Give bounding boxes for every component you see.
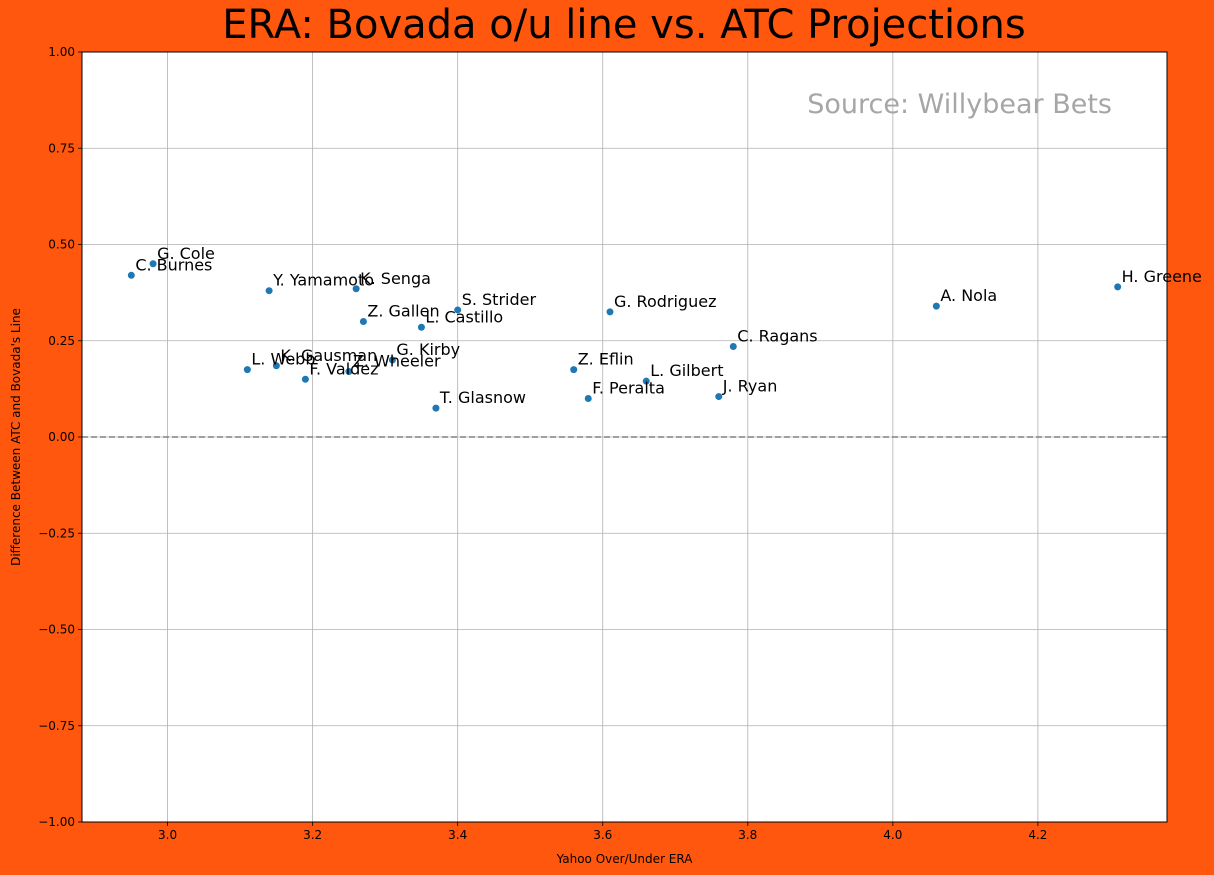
point-label: Z. Wheeler [353,352,441,371]
point-label: C. Burnes [135,255,212,274]
y-tick-label: 0.00 [48,430,75,444]
point-label: S. Strider [462,290,537,309]
point-label: Y. Yamamoto [272,271,374,290]
y-tick-label: 0.25 [48,334,75,348]
data-point [352,285,360,293]
point-label: G. Cole [157,244,215,263]
y-tick-label: −0.50 [38,623,75,637]
point-label: K. Gausman [280,346,377,365]
data-point [388,356,396,364]
data-point [243,366,251,374]
y-tick-label: 1.00 [48,45,75,59]
point-label: F. Peralta [592,379,665,398]
x-axis-label: Yahoo Over/Under ERA [556,852,694,866]
point-label: Z. Eflin [578,350,634,369]
data-point [584,395,592,402]
data-point [359,318,367,325]
point-label: K. Senga [360,269,431,288]
point-label: J. Ryan [722,377,778,396]
point-label: H. Greene [1122,267,1202,286]
source-annotation: Source: Willybear Bets [807,89,1112,120]
point-label: F. Valdez [309,359,378,378]
data-point [127,271,135,279]
y-tick-label: 0.75 [48,141,75,155]
data-point [432,404,440,412]
point-label: A. Nola [940,286,997,305]
data-point [729,343,737,351]
point-label: Z. Gallen [367,302,439,321]
y-axis-ticks: −1.00 −0.75 −0.50 −0.25 0.00 0.25 0.50 0.75 1.00 [38,45,82,829]
x-tick-label: 3.6 [593,828,612,842]
point-label: T. Glasnow [439,388,526,407]
data-point [570,366,578,374]
data-point [301,375,309,383]
data-point [417,323,425,331]
point-label: L. Webb [251,350,315,369]
data-point [345,368,353,376]
data-point [454,306,462,314]
point-label: L. Castillo [425,307,503,326]
x-tick-label: 3.0 [158,828,177,842]
data-point [272,362,280,370]
point-label: C. Ragans [737,327,817,346]
data-point [1114,283,1122,291]
y-axis-label: Difference Between ATC and Bovada's Line [9,308,23,566]
data-point [642,377,650,385]
point-label: G. Kirby [396,340,460,359]
y-tick-label: −0.75 [38,719,75,733]
data-point [149,260,157,268]
point-label: G. Rodriguez [614,292,716,311]
point-label: L. Gilbert [650,361,723,380]
y-tick-label: −1.00 [38,815,75,829]
y-tick-label: 0.50 [48,238,75,252]
data-point [265,287,273,295]
x-axis-ticks: 3.0 3.2 3.4 3.6 3.8 4.0 4.2 [158,822,1047,842]
x-tick-label: 3.2 [303,828,322,842]
x-tick-label: 4.0 [883,828,902,842]
data-point [715,393,723,401]
y-tick-label: −0.25 [38,526,75,540]
chart-title: ERA: Bovada o/u line vs. ATC Projections [222,2,1026,48]
x-tick-label: 3.8 [738,828,757,842]
data-points [127,260,1122,412]
x-tick-label: 4.2 [1028,828,1047,842]
x-tick-label: 3.4 [448,828,467,842]
data-point [932,302,940,310]
data-point [606,308,614,316]
